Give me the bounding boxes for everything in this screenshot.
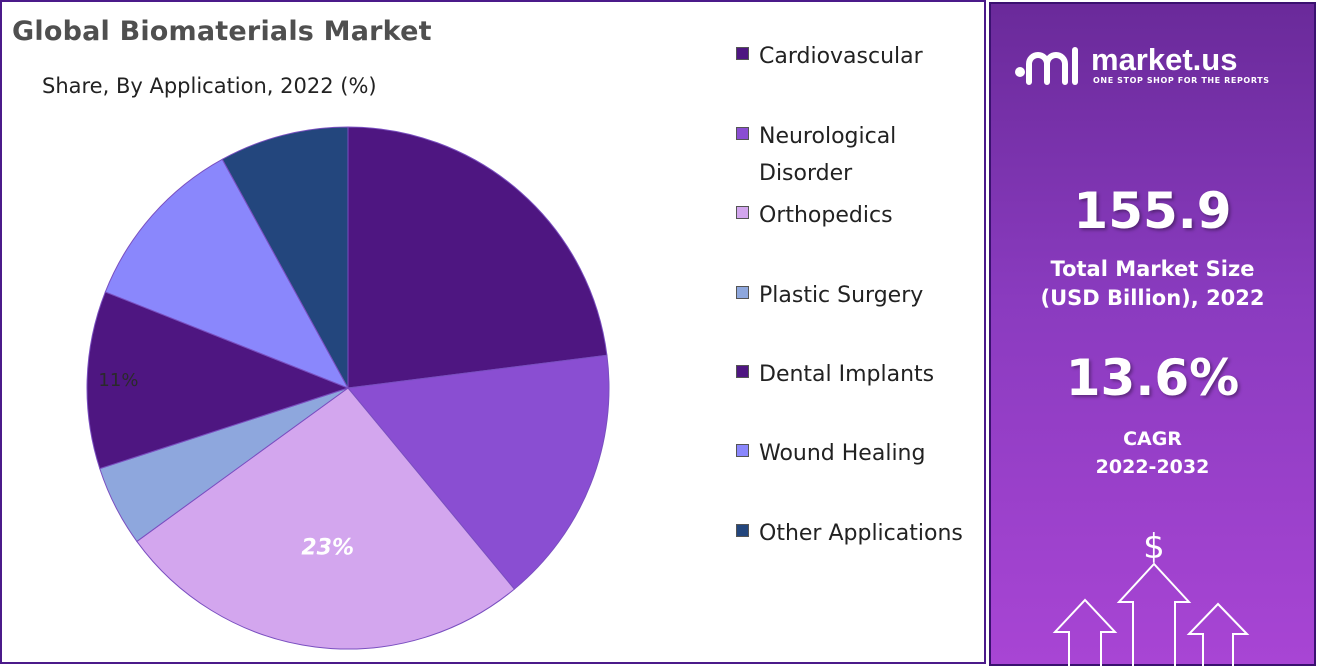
pie-slice-cardiovascular bbox=[347, 126, 608, 389]
legend-swatch bbox=[736, 524, 749, 537]
brand-logo: market.us ONE STOP SHOP FOR THE REPORTS bbox=[1011, 42, 1301, 88]
legend-swatch bbox=[736, 127, 749, 140]
legend-item-cardiovascular: Cardiovascular bbox=[736, 38, 969, 75]
legend-swatch bbox=[736, 206, 749, 219]
legend-swatch bbox=[736, 286, 749, 299]
pie-slice-neurological-disorder bbox=[347, 354, 610, 590]
legend-label: Plastic Surgery bbox=[759, 283, 924, 308]
legend-item-orthopedics: Orthopedics bbox=[736, 197, 969, 234]
legend-label: Wound Healing bbox=[759, 441, 926, 466]
chart-subtitle: Share, By Application, 2022 (%) bbox=[42, 74, 377, 98]
market-size-label-line1: Total Market Size bbox=[1050, 257, 1255, 281]
market-us-logo-icon bbox=[1015, 47, 1078, 85]
legend-item-other-applications: Other Applications bbox=[736, 515, 969, 552]
pie-slice-dental-implants bbox=[86, 291, 350, 470]
market-size-label-line2: (USD Billion), 2022 bbox=[1040, 286, 1265, 310]
legend-item-wound-healing: Wound Healing bbox=[736, 435, 969, 472]
pie-slice-orthopedics bbox=[136, 387, 516, 650]
chart-title: Global Biomaterials Market bbox=[12, 16, 432, 47]
stats-panel: market.us ONE STOP SHOP FOR THE REPORTS … bbox=[989, 2, 1316, 668]
pie-slice-other-applications bbox=[221, 126, 349, 389]
dollar-symbol: $ bbox=[1143, 527, 1165, 567]
cagr-value: 13.6% bbox=[1065, 349, 1240, 407]
chart-frame: Global Biomaterials Market Share, By App… bbox=[0, 0, 986, 664]
cagr-period: 2022-2032 bbox=[1095, 456, 1210, 478]
pie-chart: 23% 11% bbox=[86, 126, 610, 650]
brand-tagline: ONE STOP SHOP FOR THE REPORTS bbox=[1093, 76, 1270, 85]
legend-swatch bbox=[736, 365, 749, 378]
data-label-dental-implants: 11% bbox=[98, 370, 138, 391]
legend-swatch bbox=[736, 444, 749, 457]
cagr-label: CAGR bbox=[1123, 428, 1182, 450]
data-label-orthopedics: 23% bbox=[301, 536, 354, 561]
legend-item-plastic-surgery: Plastic Surgery bbox=[736, 277, 969, 314]
legend-item-neurological-disorder: Neurological Disorder bbox=[736, 118, 969, 192]
pie-slice-wound-healing bbox=[104, 158, 350, 389]
legend-item-dental-implants: Dental Implants bbox=[736, 356, 969, 393]
legend-label: Cardiovascular bbox=[759, 44, 923, 69]
legend-label: Other Applications bbox=[759, 521, 963, 546]
legend-label: Neurological Disorder bbox=[759, 124, 897, 186]
market-size-value: 155.9 bbox=[1073, 182, 1232, 240]
legend-swatch bbox=[736, 47, 749, 60]
legend-label: Dental Implants bbox=[759, 362, 935, 387]
legend-label: Orthopedics bbox=[759, 203, 893, 228]
growth-arrows-icon: $ bbox=[1052, 527, 1250, 668]
brand-name: market.us bbox=[1091, 42, 1238, 77]
